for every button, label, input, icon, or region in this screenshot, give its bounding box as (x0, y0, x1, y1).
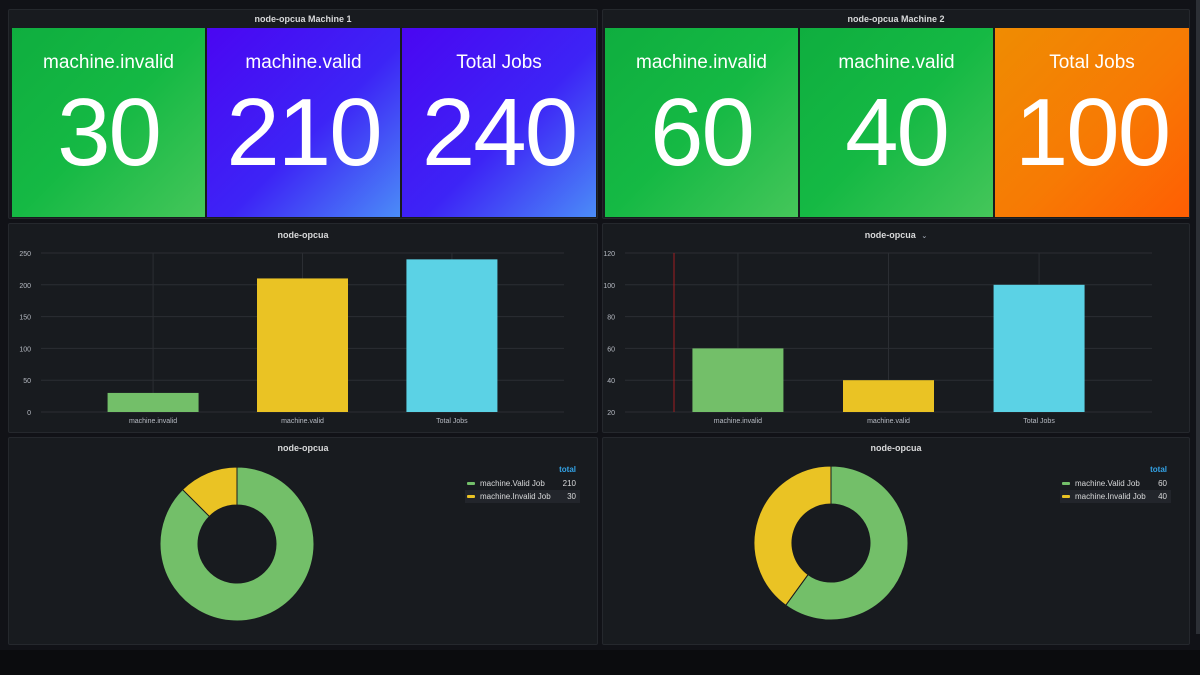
legend-swatch (1062, 495, 1070, 498)
stat-label: machine.valid (245, 52, 362, 73)
y-tick-label: 50 (23, 378, 31, 385)
footer-strip (0, 650, 1200, 675)
legend-swatch (467, 495, 475, 498)
donut-slice (753, 465, 832, 606)
stat-value: 30 (57, 79, 162, 186)
legend-item[interactable]: machine.Invalid Job 40 (1060, 490, 1171, 503)
panel-title[interactable]: node-opcua Machine 1 (254, 14, 352, 24)
y-tick-label: 100 (603, 283, 615, 290)
legend-header[interactable]: total (1150, 465, 1167, 474)
bar-chart-panel-1: node-opcua 0 50 100 150 200 250 machine.invali… (8, 223, 598, 433)
legend-label: machine.Invalid Job (480, 492, 551, 501)
bar-chart-1: 0 50 100 150 200 250 machine.invalid machine.va… (19, 251, 564, 425)
bar (993, 284, 1085, 412)
stat-label: Total Jobs (1049, 52, 1135, 73)
y-tick-label: 100 (19, 346, 31, 353)
pie-chart-panel-2: node-opcua total machine.Valid Job 60 ma… (602, 437, 1190, 645)
bar-chart-panel-2: node-opcua ⌄ 20 40 60 80 100 120 machine.inval… (602, 223, 1190, 433)
bar (843, 380, 934, 412)
panel-title[interactable]: node-opcua Machine 2 (847, 14, 945, 24)
y-tick-label: 200 (19, 283, 31, 290)
donut-chart-1 (159, 466, 315, 622)
stat-value: 100 (1014, 79, 1171, 186)
legend-swatch (467, 482, 475, 485)
machine2-stat-panel: node-opcua Machine 2 machine.invalid 60 … (602, 9, 1190, 219)
panel-title[interactable]: node-opcua (277, 443, 329, 453)
y-tick-label: 60 (607, 346, 615, 353)
x-tick-label: Total Jobs (1023, 418, 1055, 425)
stat-machine2-valid: machine.valid 40 (800, 28, 993, 217)
donut-slice (181, 466, 238, 518)
bar (107, 392, 199, 412)
donut-chart-2 (753, 465, 909, 621)
stat-value: 40 (845, 79, 950, 186)
legend-item[interactable]: machine.Valid Job 210 (465, 477, 580, 490)
pie-legend: total machine.Valid Job 210 machine.Inva… (465, 463, 580, 503)
legend-swatch (1062, 482, 1070, 485)
panel-title-text: node-opcua (864, 230, 916, 240)
panel-title[interactable]: node-opcua (277, 230, 329, 240)
y-tick-label: 150 (19, 315, 31, 322)
donut-slice (159, 466, 315, 622)
legend-label: machine.Valid Job (1075, 479, 1140, 488)
x-tick-label: machine.invalid (129, 418, 177, 425)
bar (692, 348, 784, 412)
bar (257, 278, 348, 412)
machine1-stat-panel: node-opcua Machine 1 machine.invalid 30 … (8, 9, 598, 219)
legend-label: machine.Valid Job (480, 479, 545, 488)
y-tick-label: 80 (607, 315, 615, 322)
legend-value: 30 (567, 492, 576, 501)
stat-machine2-total: Total Jobs 100 (995, 28, 1189, 217)
stat-label: Total Jobs (456, 52, 542, 73)
panel-title[interactable]: node-opcua ⌄ (603, 226, 1189, 244)
chevron-down-icon[interactable]: ⌄ (921, 233, 928, 240)
stat-value: 210 (226, 79, 382, 186)
page-scrollbar[interactable] (1196, 0, 1200, 634)
legend-item[interactable]: machine.Valid Job 60 (1060, 477, 1171, 490)
x-tick-label: machine.valid (281, 418, 324, 425)
stat-value: 240 (421, 79, 578, 186)
stat-value: 60 (650, 79, 755, 186)
legend-value: 40 (1158, 492, 1167, 501)
legend-value: 60 (1158, 479, 1167, 488)
bar (406, 259, 498, 412)
legend-item[interactable]: machine.Invalid Job 30 (465, 490, 580, 503)
legend-header[interactable]: total (559, 465, 576, 474)
x-tick-label: machine.valid (867, 418, 910, 425)
y-tick-label: 20 (607, 410, 615, 417)
legend-value: 210 (562, 479, 576, 488)
panel-title[interactable]: node-opcua (870, 443, 922, 453)
y-tick-label: 120 (603, 251, 615, 258)
stat-label: machine.invalid (43, 52, 174, 73)
stat-machine2-invalid: machine.invalid 60 (605, 28, 798, 217)
donut-slice (785, 465, 909, 621)
y-tick-label: 250 (19, 251, 31, 258)
stat-machine1-invalid: machine.invalid 30 (12, 28, 205, 217)
y-tick-label: 40 (607, 378, 615, 385)
x-tick-label: machine.invalid (714, 418, 762, 425)
x-tick-label: Total Jobs (436, 418, 468, 425)
stat-label: machine.invalid (636, 52, 767, 73)
y-tick-label: 0 (27, 410, 31, 417)
pie-chart-panel-1: node-opcua total machine.Valid Job 210 m… (8, 437, 598, 645)
legend-label: machine.Invalid Job (1075, 492, 1146, 501)
pie-legend: total machine.Valid Job 60 machine.Inval… (1060, 463, 1171, 503)
stat-machine1-valid: machine.valid 210 (207, 28, 400, 217)
bar-chart-2: 20 40 60 80 100 120 machine.invalid machine.val… (603, 251, 1152, 425)
stat-label: machine.valid (838, 52, 955, 73)
stat-machine1-total: Total Jobs 240 (402, 28, 596, 217)
